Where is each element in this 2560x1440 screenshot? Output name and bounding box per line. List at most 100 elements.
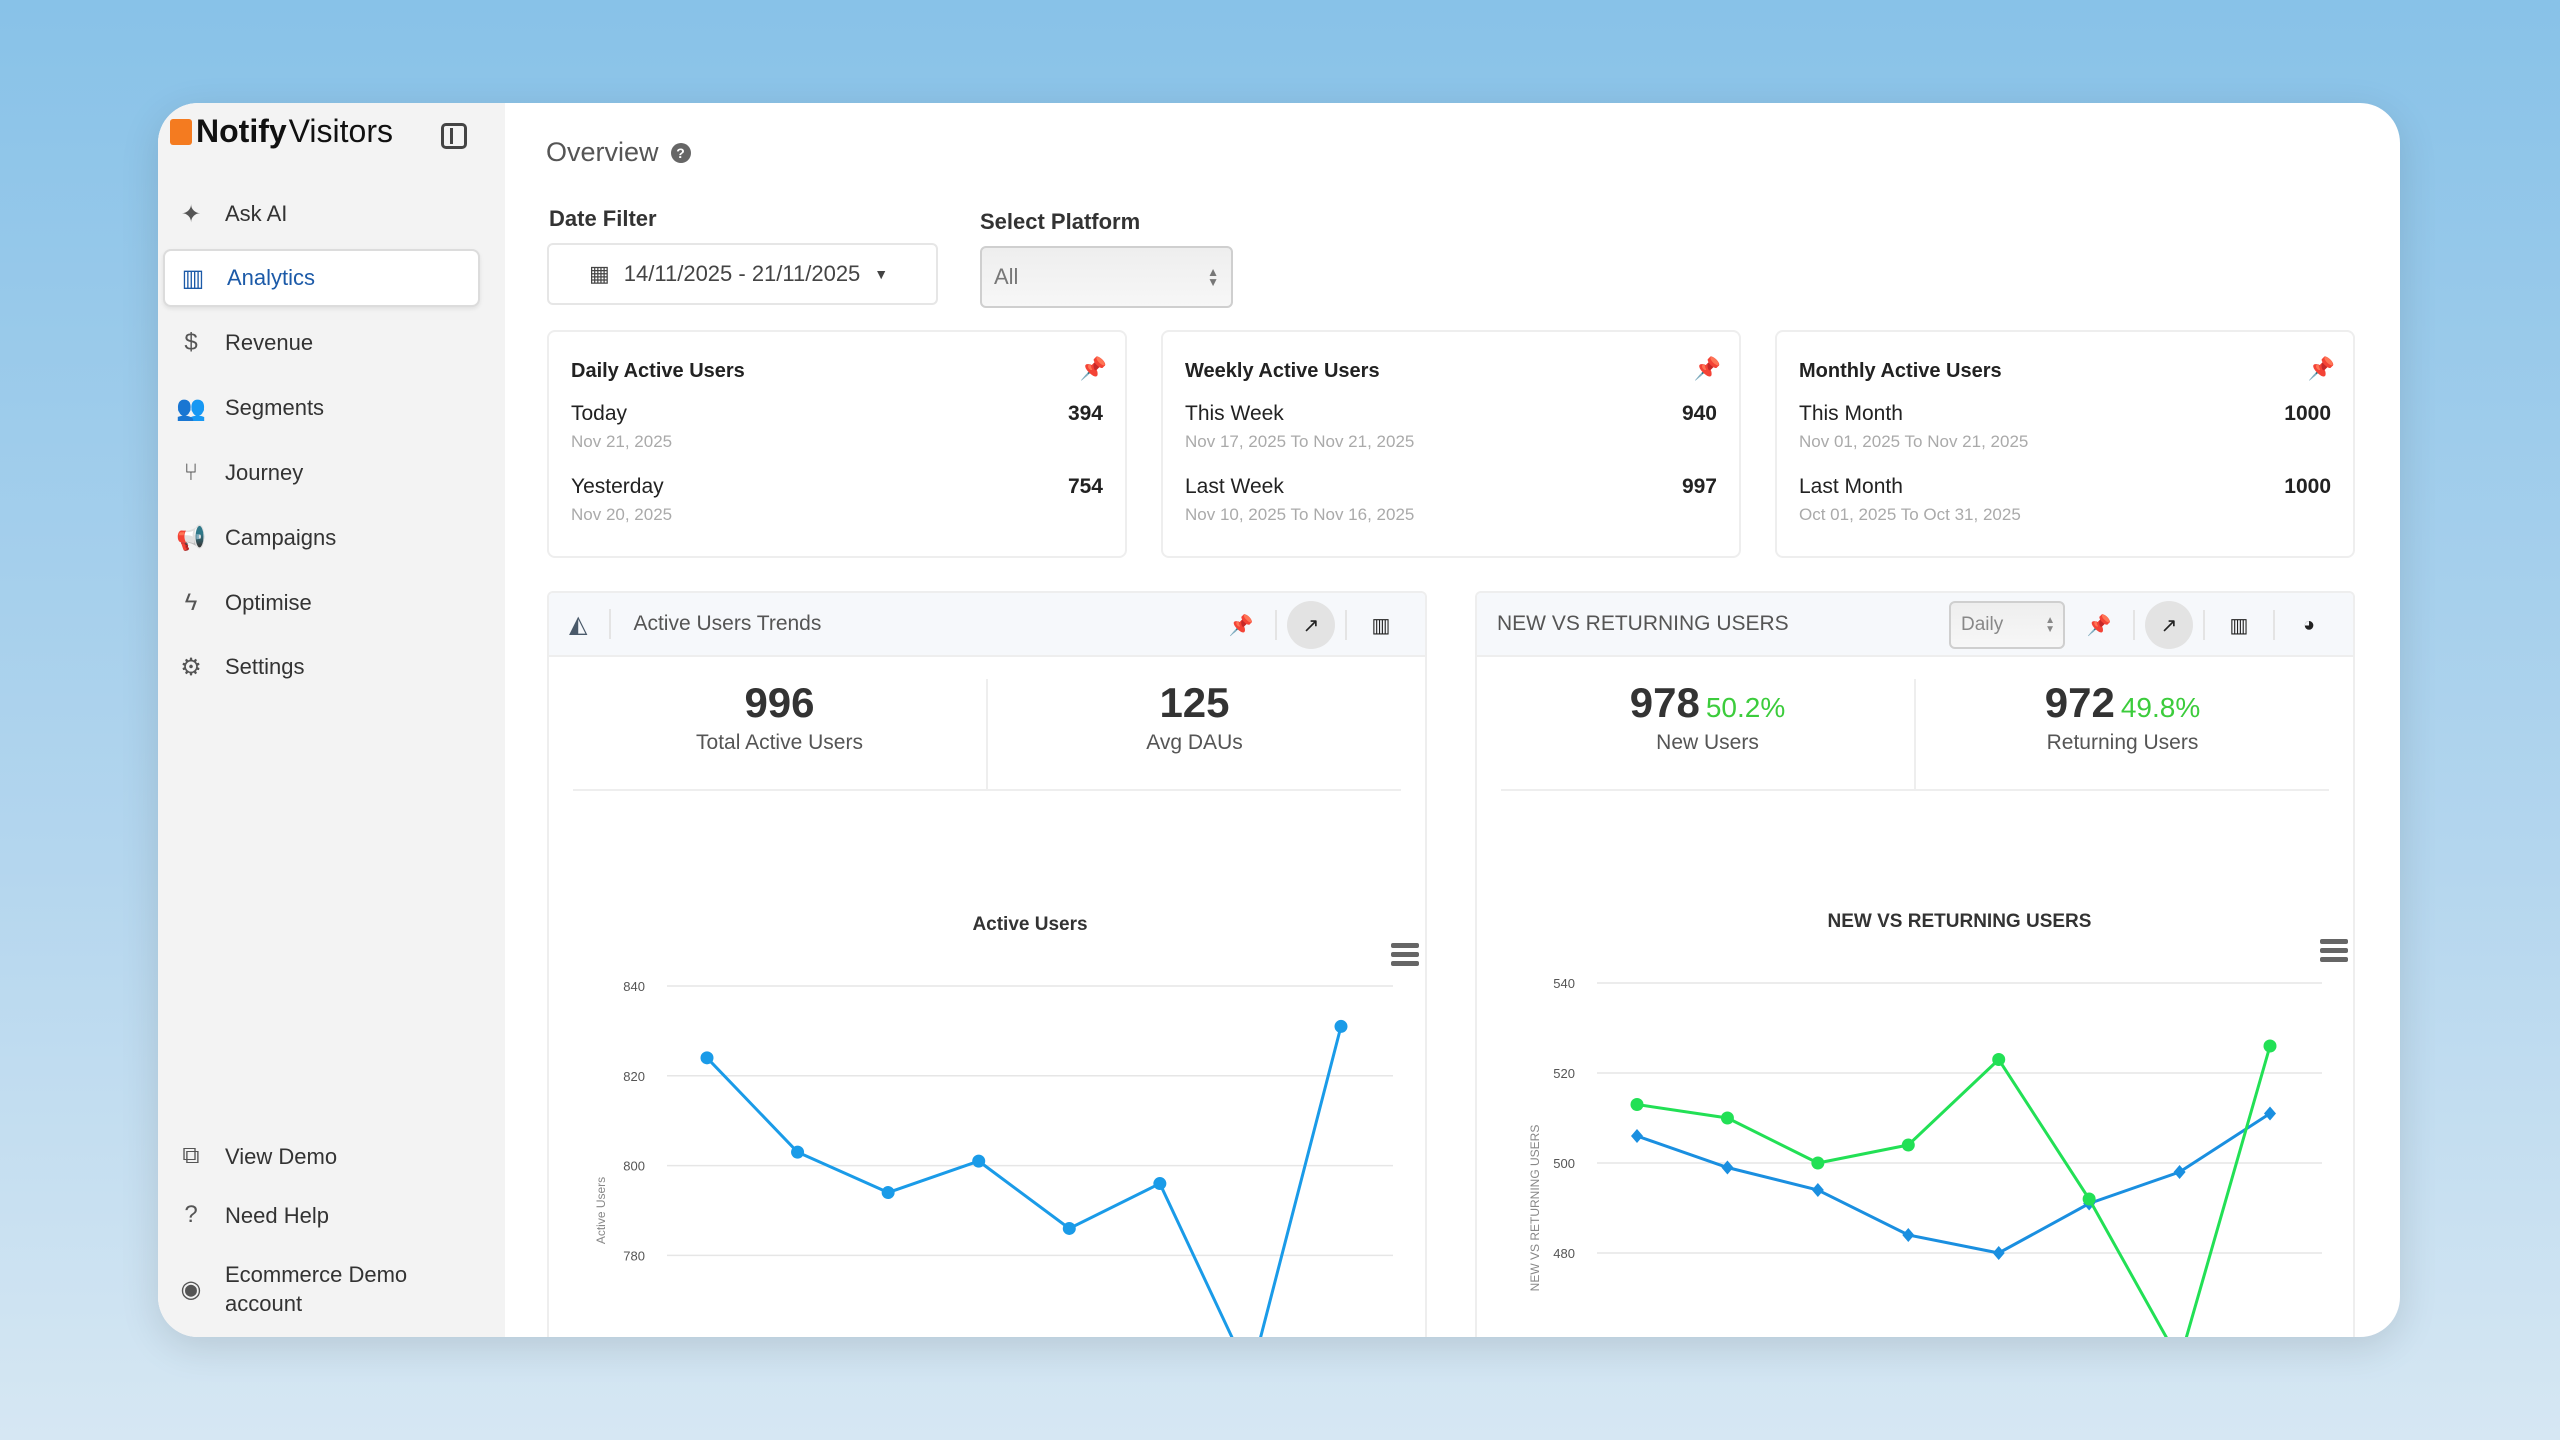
bar-chart-toggle-icon[interactable]: ▥ [1371, 614, 1391, 637]
chart-title: Active Users [972, 914, 1087, 935]
data-point [1721, 1160, 1734, 1175]
calendar-icon: ▦ [589, 261, 610, 286]
new-vs-returning-chart: NEW VS RETURNING USERS NEW VS RETURNING U… [1528, 911, 2348, 1337]
data-point [1153, 1177, 1167, 1191]
users-icon: 👥 [176, 394, 206, 422]
sidebar-item-analytics[interactable]: ▥ Analytics [163, 249, 480, 307]
data-point [1631, 1129, 1643, 1143]
pie-chart-toggle-icon[interactable]: ◕ [2302, 613, 2316, 636]
chart-menu-icon [1391, 961, 1419, 966]
card-title: Monthly Active Users [1799, 360, 2002, 382]
y-tick-label: 480 [1553, 1246, 1575, 1261]
sidebar-item-campaigns[interactable]: 📢 Campaigns [163, 509, 480, 567]
date-range-picker[interactable]: ▦ 14/11/2025 - 21/11/2025 ▼ [547, 243, 938, 305]
sidebar-item-ask-ai[interactable]: ✦ Ask AI [163, 185, 480, 243]
y-tick-label: 800 [623, 1159, 645, 1174]
metric-name: This Week [1185, 402, 1284, 425]
sidebar-item-revenue[interactable]: $ Revenue [163, 314, 480, 372]
metric-row: This Week 940 Nov 17, 2025 To Nov 21, 2025 [1185, 402, 1717, 451]
data-point [700, 1051, 714, 1065]
sidebar-item-label: Settings [225, 654, 305, 679]
help-icon[interactable]: ? [670, 142, 691, 163]
metric-date: Nov 21, 2025 [571, 432, 673, 451]
data-point [791, 1145, 805, 1159]
kpi-value: 972 [2044, 679, 2115, 726]
chart-menu-icon [1391, 952, 1419, 957]
metric-card: Weekly Active Users 📌 This Week 940 Nov 17, … [1161, 330, 1741, 558]
y-tick-label: 840 [623, 979, 645, 994]
pin-icon[interactable]: 📌 [2307, 356, 2335, 381]
metric-name: Today [571, 402, 628, 425]
data-point [1334, 1019, 1348, 1033]
y-tick-label: 540 [1553, 976, 1575, 991]
active-users-trends-panel: ◭ Active Users Trends 📌 ↗ ▥ 996 Total Active… [547, 591, 1427, 1337]
data-point [2264, 1106, 2276, 1121]
data-point [1811, 1156, 1825, 1170]
series-line [1636, 1045, 2272, 1337]
sidebar-item-segments[interactable]: 👥 Segments [163, 379, 480, 437]
sidebar-item-label: Ecommerce Demo account [225, 1262, 408, 1316]
logo[interactable]: Notify Visitors [170, 113, 393, 150]
series-line [705, 1026, 1343, 1337]
bolt-icon: ϟ [184, 589, 198, 616]
line-chart-toggle-icon[interactable]: ↗ [2145, 601, 2193, 649]
line-chart-toggle-icon[interactable]: ↗ [1287, 601, 1335, 649]
pin-icon[interactable]: 📌 [1228, 614, 1254, 637]
analytics-icon: ▥ [181, 264, 205, 292]
sidebar-item-label: View Demo [225, 1143, 338, 1169]
data-point [1992, 1246, 2005, 1260]
metric-name: Last Month [1799, 475, 1903, 498]
kpi-value: 978 [1629, 679, 1700, 726]
data-point [2263, 1039, 2277, 1053]
kpi-avg-daus: 125 Avg DAUs [986, 679, 1401, 789]
metric-name: Yesterday [571, 475, 664, 498]
kpi-percent: 49.8% [2120, 692, 2201, 723]
pin-icon[interactable]: 📌 [2086, 614, 2112, 637]
panel-title: Active Users Trends [633, 612, 822, 635]
new-vs-returning-panel: NEW VS RETURNING USERS Daily ▲ ▼ 📌 ↗ ▥ ◕ 978 50… [1475, 591, 2355, 1337]
data-point [881, 1186, 895, 1200]
sidebar-item-journey[interactable]: ⑂ Journey [163, 444, 480, 502]
metric-row: Today 394 Nov 21, 2025 [571, 402, 1103, 451]
sidebar-item-ecommerce-demo-account[interactable]: ◉ Ecommerce Demo account [163, 1253, 480, 1325]
area-chart-icon: ◭ [569, 610, 588, 638]
sidebar: Notify Visitors ✦ Ask AI ▥ Analytics $ Revenue… [158, 103, 505, 1337]
metric-row: Last Week 997 Nov 10, 2025 To Nov 16, 2025 [1185, 475, 1717, 524]
panel-title: NEW VS RETURNING USERS [1497, 612, 1789, 635]
card-title: Weekly Active Users [1185, 360, 1380, 382]
kpi-returning-users: 972 49.8% Returning Users [1914, 679, 2329, 789]
kpi-value: 996 [744, 679, 815, 726]
sidebar-item-view-demo[interactable]: ⧉ View Demo [163, 1127, 480, 1185]
metric-date: Nov 17, 2025 To Nov 21, 2025 [1185, 432, 1415, 451]
metric-name: This Month [1799, 402, 1903, 425]
bar-chart-toggle-icon[interactable]: ▥ [2229, 614, 2249, 637]
metric-card: Monthly Active Users 📌 This Month 1000 Nov 0… [1775, 330, 2355, 558]
y-tick-label: 500 [1553, 1156, 1575, 1171]
sidebar-item-need-help[interactable]: ? Need Help [163, 1186, 480, 1244]
megaphone-icon: 📢 [176, 524, 206, 552]
kpi-value: 125 [1159, 679, 1230, 726]
app-window: Notify Visitors ✦ Ask AI ▥ Analytics $ Revenue… [158, 103, 2400, 1337]
pin-icon[interactable]: 📌 [1079, 356, 1107, 381]
metric-row: Last Month 1000 Oct 01, 2025 To Oct 31, 20… [1799, 475, 2331, 524]
metric-card: Daily Active Users 📌 Today 394 Nov 21, 2025 Y… [547, 330, 1127, 558]
platform-select[interactable]: All ▲ ▼ [980, 246, 1233, 308]
sidebar-item-settings[interactable]: ⚙ Settings [163, 638, 480, 696]
chart-title: NEW VS RETURNING USERS [1828, 911, 2092, 932]
data-point [2173, 1165, 2186, 1179]
logo-text: Visitors [288, 113, 393, 149]
kpi-new-users: 978 50.2% New Users [1501, 679, 1914, 789]
help-icon: ? [184, 1201, 198, 1228]
pin-icon[interactable]: 📌 [1693, 356, 1721, 381]
y-tick-label: 820 [623, 1069, 645, 1084]
sidebar-item-label: Analytics [227, 265, 316, 290]
journey-icon: ⑂ [183, 459, 199, 486]
period-value: Daily [1961, 614, 2004, 635]
series-line [1636, 1112, 2271, 1255]
sidebar-toggle-icon[interactable] [441, 123, 467, 149]
sidebar-item-optimise[interactable]: ϟ Optimise [163, 574, 480, 632]
data-point [1992, 1053, 2006, 1066]
sidebar-item-label: Optimise [225, 590, 312, 615]
period-select[interactable]: Daily ▲ ▼ [1949, 601, 2065, 649]
